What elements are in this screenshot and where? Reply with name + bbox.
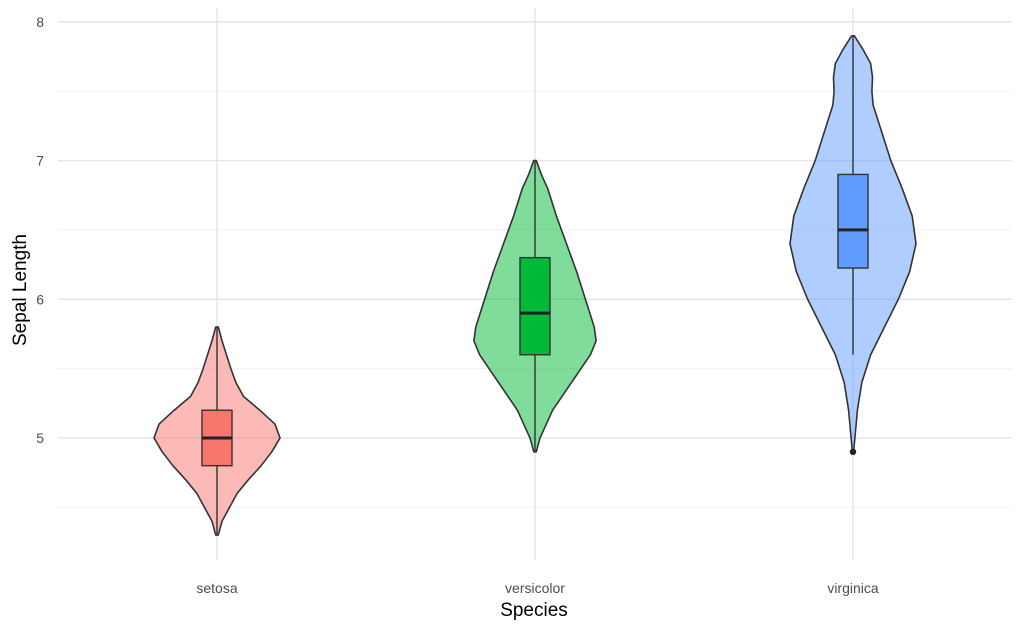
- y-tick-label: 5: [36, 430, 44, 446]
- y-tick-labels: 5 6 7 8: [36, 14, 44, 446]
- y-axis-title: Sepal Length: [10, 234, 31, 346]
- x-axis-title: Species: [500, 600, 568, 621]
- y-tick-label: 8: [36, 14, 44, 30]
- y-tick-label: 6: [36, 291, 44, 307]
- violin-group-virginica: [789, 34, 917, 456]
- x-tick-labels: setosa versicolor virginica: [196, 580, 879, 596]
- violins-layer: [153, 34, 917, 536]
- outlier-point-virginica: [849, 448, 857, 456]
- box-virginica: [837, 173, 869, 269]
- violin-group-versicolor: [473, 159, 597, 453]
- y-tick-label: 7: [36, 153, 44, 169]
- box-versicolor: [519, 256, 551, 356]
- x-tick-label: virginica: [827, 580, 879, 596]
- x-tick-label: setosa: [196, 580, 237, 596]
- x-tick-label: versicolor: [505, 580, 565, 596]
- violin-group-setosa: [153, 326, 281, 536]
